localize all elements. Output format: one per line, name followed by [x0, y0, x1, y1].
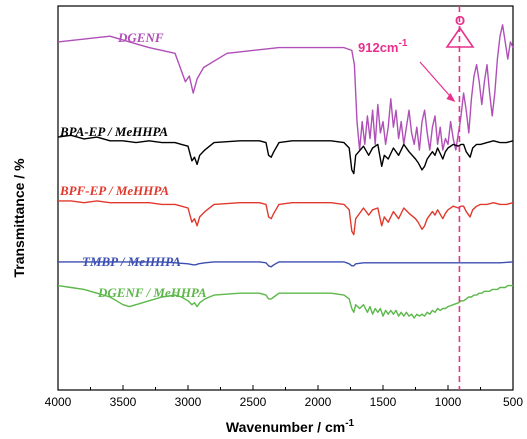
x-tick-label: 1000: [435, 395, 462, 409]
x-axis-title-text: Wavenumber / cm: [226, 419, 345, 435]
annotation-label: 912cm-1: [358, 38, 408, 55]
x-tick-label: 500: [503, 395, 523, 409]
epoxide-ring-icon: [445, 26, 475, 48]
x-tick-label: 3000: [175, 395, 202, 409]
x-tick-label: 3500: [110, 395, 137, 409]
annotation-arrowhead: [446, 93, 456, 102]
x-tick-label: 4000: [45, 395, 72, 409]
x-axis-ticks: 4000 3500 3000 2500 2000 1500 1000 500: [45, 385, 523, 409]
series-line: [58, 200, 514, 236]
series-line: [57, 134, 514, 175]
series-label: DGENF: [117, 30, 164, 45]
x-tick-label: 2500: [240, 395, 267, 409]
series-label: BPF-EP / MeHHPA: [59, 183, 169, 198]
x-axis-title: Wavenumber / cm-1: [226, 418, 355, 435]
plot-border: [57, 5, 514, 391]
series-labels: DGENF BPA-EP / MeHHPA BPF-EP / MeHHPA TMBP …: [59, 30, 207, 300]
series-lines: [57, 24, 514, 319]
series-label: DGENF / MeHHPA: [97, 285, 207, 300]
annotation-arrow: [419, 61, 454, 101]
series-line: [57, 284, 513, 319]
x-tick-label: 2000: [305, 395, 332, 409]
series-label: BPA-EP / MeHHPA: [59, 124, 168, 139]
plot-frame: [57, 5, 514, 391]
epoxide-oxygen-label: O: [455, 13, 465, 28]
y-axis-title: Transmittance / %: [11, 158, 27, 278]
x-tick-label: 1500: [370, 395, 397, 409]
annotation-912: 912cm-1 O: [358, 6, 475, 390]
series-label: TMBP / MeHHPA: [82, 254, 181, 269]
x-axis-title-superscript: -1: [345, 418, 354, 429]
series-line: [57, 24, 514, 151]
series-line: [58, 261, 514, 268]
